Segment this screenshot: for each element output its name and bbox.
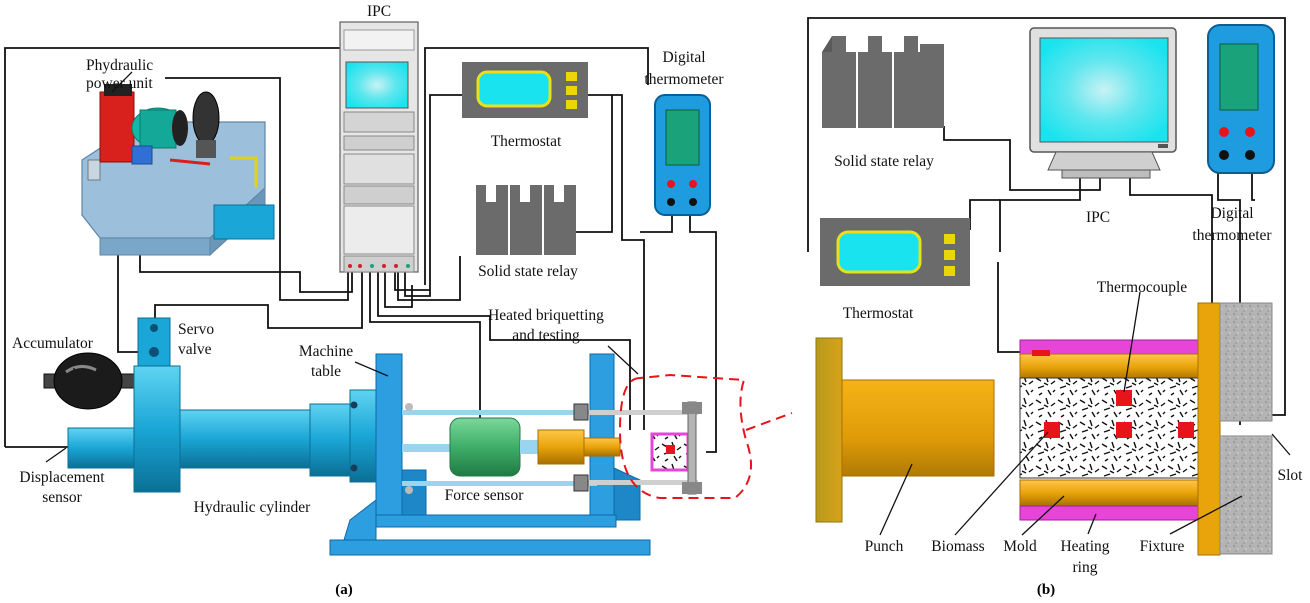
label-heating-ring-line1: Heating	[1060, 538, 1109, 555]
hydraulic-power-unit	[81, 84, 275, 257]
label-thermostat-b: Thermostat	[843, 305, 914, 322]
digital-thermometer-a	[654, 94, 711, 216]
label-solid-state-relay-a: Solid state relay	[478, 263, 578, 280]
panel-a-wiring	[4, 47, 717, 455]
label-hydraulic-cylinder: Hydraulic cylinder	[194, 499, 311, 516]
label-ipc-b: IPC	[1086, 209, 1110, 226]
label-thermocouple: Thermocouple	[1097, 279, 1188, 296]
servo-valve	[137, 317, 171, 367]
thermocouple-point	[1178, 422, 1194, 438]
hydraulic-cylinder	[67, 365, 377, 493]
label-heated-briquetting-line2: and testing	[512, 327, 580, 344]
accumulator	[43, 352, 155, 410]
label-digital-thermometer-b-line1: Digital	[1210, 205, 1253, 222]
label-machine-table-line2: table	[311, 363, 341, 380]
ipc-monitor	[1029, 27, 1177, 179]
thermocouples	[1044, 390, 1194, 438]
thermocouple-point	[1116, 390, 1132, 406]
panel-a: IPC Phydraulic power unit Digital thermo…	[4, 3, 793, 598]
label-hydraulic-power-unit-line1: Phydraulic	[86, 57, 153, 74]
label-digital-thermometer-a-line2: thermometer	[644, 71, 724, 88]
digital-thermometer-b	[1207, 24, 1275, 174]
solid-state-relay-a	[476, 185, 576, 255]
label-heated-briquetting-line1: Heated briquetting	[488, 307, 604, 324]
label-displacement-sensor-line1: Displacement	[19, 469, 105, 486]
label-mold: Mold	[1003, 538, 1037, 555]
label-punch: Punch	[865, 538, 904, 555]
label-heating-ring-line2: ring	[1073, 559, 1098, 576]
label-fixture: Fixture	[1140, 538, 1185, 555]
label-slot: Slot	[1278, 467, 1304, 484]
zoom-indicator	[618, 373, 793, 499]
panel-b: Solid state relay IPC Digital thermomete…	[807, 17, 1304, 598]
caption-a: (a)	[335, 582, 353, 598]
thermostat-b	[820, 218, 970, 286]
label-machine-table-line1: Machine	[299, 343, 353, 360]
caption-b: (b)	[1037, 582, 1055, 598]
ipc-cabinet	[339, 21, 419, 273]
label-ipc-a: IPC	[367, 3, 391, 20]
label-thermostat-a: Thermostat	[491, 133, 562, 150]
label-solid-state-relay-b: Solid state relay	[834, 153, 934, 170]
label-accumulator: Accumulator	[12, 335, 94, 352]
label-hydraulic-power-unit-line2: power unit	[86, 75, 153, 92]
label-servo-valve-line2: valve	[178, 341, 212, 358]
thermocouple-point	[1044, 422, 1060, 438]
punch-b	[815, 337, 995, 523]
label-biomass: Biomass	[931, 538, 984, 555]
label-force-sensor: Force sensor	[445, 487, 525, 504]
punch-assembly-a	[537, 401, 702, 495]
thermocouple-point	[1116, 422, 1132, 438]
label-servo-valve-line1: Servo	[178, 321, 214, 338]
machine-table	[329, 353, 651, 556]
ipc-terminal-dots	[348, 264, 410, 268]
label-digital-thermometer-b-line2: thermometer	[1192, 227, 1272, 244]
label-digital-thermometer-a-line1: Digital	[662, 49, 705, 66]
thermostat-a	[462, 62, 588, 118]
solid-state-relay-b	[822, 36, 944, 128]
label-displacement-sensor-line2: sensor	[42, 489, 82, 506]
panel-b-leaders	[879, 291, 1291, 536]
panel-a-leaders	[45, 71, 639, 463]
force-sensor	[449, 417, 538, 477]
